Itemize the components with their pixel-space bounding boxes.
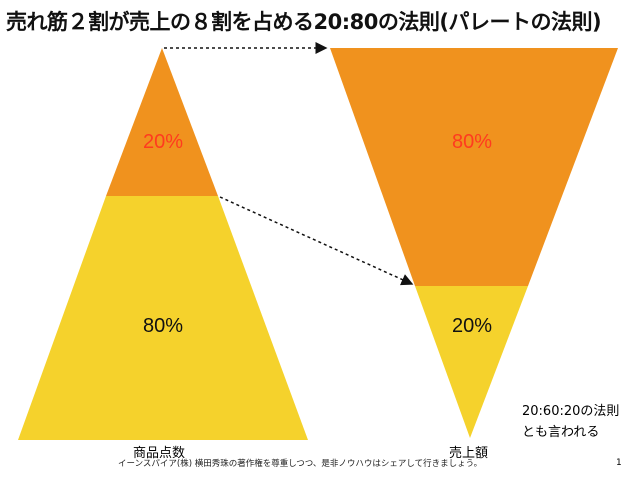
left-label: 商品点数 [133,446,186,461]
right-label: 売上額 [449,446,489,461]
right-top-percent: 80% [452,131,492,153]
left-bottom-segment [18,196,308,440]
left-top-segment [106,48,218,196]
left-bottom-percent: 80% [143,315,183,337]
left-top-percent: 20% [143,131,183,153]
page-number: 1 [616,458,622,468]
note-line2: とも言われる [522,425,600,440]
arrow-middle [219,196,414,286]
right-top-segment [330,48,618,286]
page-title: 売れ筋２割が売上の８割を占める20:80の法則(パレートの法則) [6,10,602,34]
right-bottom-segment [415,286,528,438]
footer-copyright: イーンスパイア(株) 横田秀珠の著作権を尊重しつつ、是非ノウハウはシェアして行き… [118,459,483,469]
note-line1: 20:60:20の法則 [522,404,620,419]
right-bottom-percent: 20% [452,315,492,337]
